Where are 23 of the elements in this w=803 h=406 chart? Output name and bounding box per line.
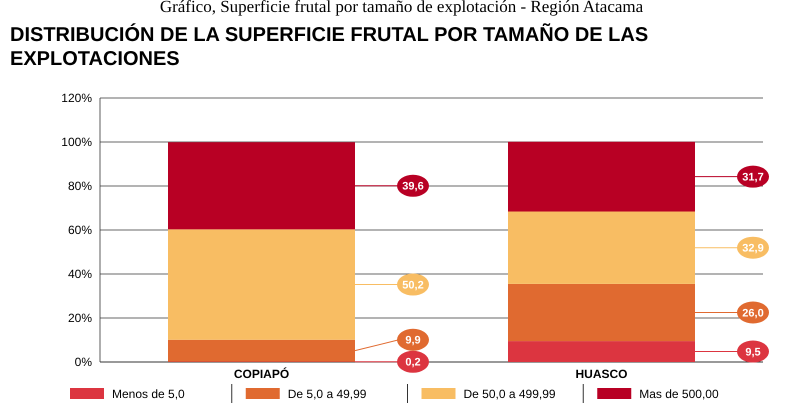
chart-title: Gráfico, Superficie frutal por tamaño de explotación - Región Atacama: [160, 0, 644, 16]
y-tick-label: 100%: [61, 135, 92, 150]
data-label: 9,9: [405, 334, 421, 347]
y-tick-label: 0%: [74, 355, 92, 370]
data-label: 9,5: [745, 346, 761, 358]
legend-label: Mas de 500,00: [639, 387, 719, 402]
legend-label: De 50,0 a 499,99: [464, 387, 556, 402]
y-tick-label: 120%: [61, 91, 92, 106]
data-label: 31,7: [742, 172, 764, 184]
y-tick-label: 80%: [68, 179, 92, 194]
y-tick-label: 20%: [68, 311, 92, 326]
chart-subtitle: DISTRIBUCIÓN DE LA SUPERFICIE FRUTAL POR TAMAÑO DE LAS EXPLOTACIONES: [10, 23, 648, 70]
data-label: 50,2: [402, 279, 424, 292]
y-tick-label: 40%: [68, 267, 92, 282]
data-label: 0,2: [405, 356, 421, 369]
legend-label: De 5,0 a 49,99: [288, 387, 367, 402]
x-tick-label: HUASCO: [575, 367, 628, 381]
legend-label: Menos de 5,0: [112, 387, 186, 402]
data-label: 32,9: [742, 242, 764, 255]
data-label: 39,6: [402, 180, 424, 193]
data-label: 26,0: [742, 307, 764, 320]
x-tick-label: COPIAPÓ: [234, 367, 290, 381]
y-tick-label: 60%: [68, 223, 92, 238]
